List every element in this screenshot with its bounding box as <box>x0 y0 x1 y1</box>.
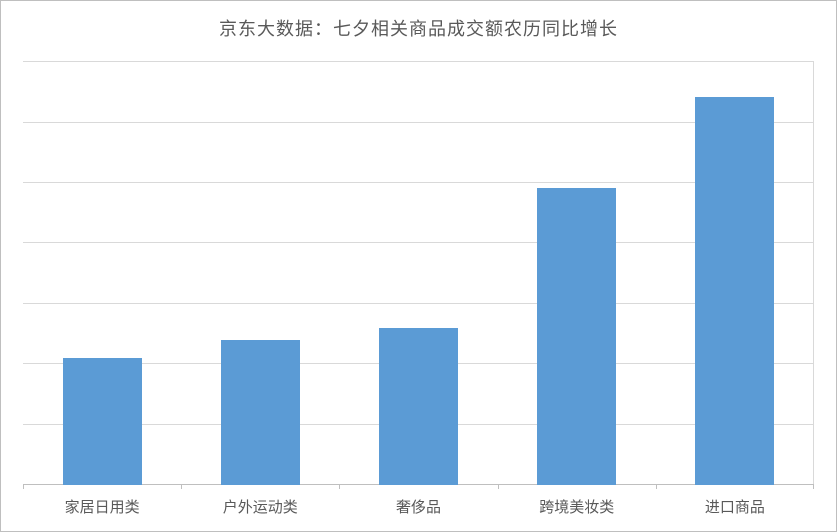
bar <box>379 328 458 485</box>
x-tick <box>181 485 182 489</box>
x-tick <box>498 485 499 489</box>
x-tick <box>23 485 24 489</box>
x-label: 跨境美妆类 <box>498 496 656 517</box>
chart-title: 京东大数据：七夕相关商品成交额农历同比增长 <box>1 15 836 41</box>
bar-slot <box>498 61 656 485</box>
bar-slot <box>23 61 181 485</box>
x-tick <box>656 485 657 489</box>
x-tick <box>339 485 340 489</box>
x-label: 奢侈品 <box>339 496 497 517</box>
bar <box>63 358 142 485</box>
x-labels: 家居日用类户外运动类奢侈品跨境美妆类进口商品 <box>23 496 814 517</box>
chart-container: 京东大数据：七夕相关商品成交额农历同比增长 家居日用类户外运动类奢侈品跨境美妆类… <box>0 0 837 532</box>
bar <box>537 188 616 485</box>
x-label: 家居日用类 <box>23 496 181 517</box>
bar-slot <box>339 61 497 485</box>
bar-slot <box>181 61 339 485</box>
bars <box>23 61 814 485</box>
bar <box>221 340 300 485</box>
bar-slot <box>656 61 814 485</box>
bar <box>695 97 774 485</box>
x-label: 进口商品 <box>656 496 814 517</box>
x-tick <box>813 485 814 489</box>
x-label: 户外运动类 <box>181 496 339 517</box>
